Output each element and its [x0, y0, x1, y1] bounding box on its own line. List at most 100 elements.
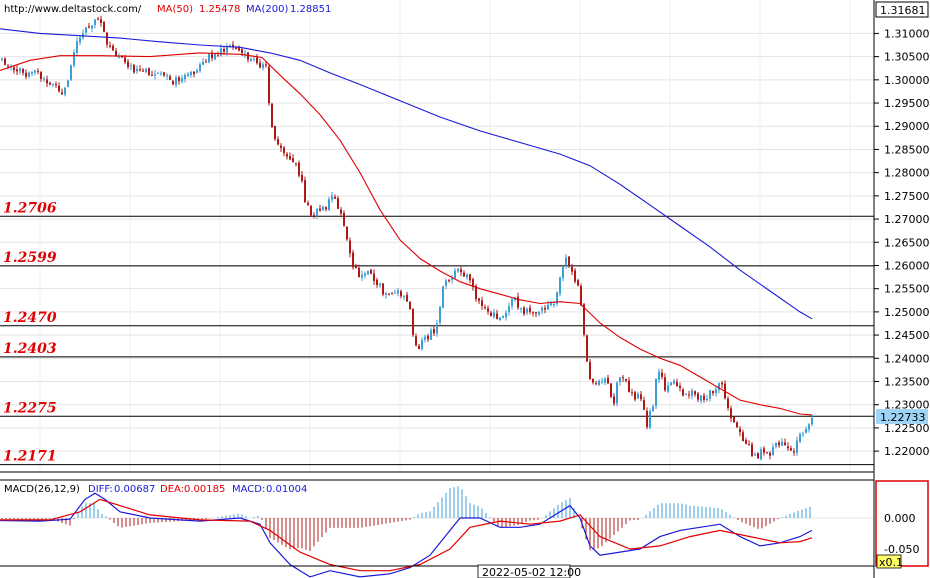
candle-up — [709, 390, 711, 399]
candle-down — [301, 174, 303, 181]
candle-up — [466, 274, 468, 278]
price-axis[interactable]: 1.31000 1.30500 1.30000 1.29500 1.29000 1.285… — [874, 27, 930, 458]
candle-up — [73, 52, 75, 66]
candle-down — [448, 280, 450, 282]
candle-down — [751, 444, 753, 457]
candle-up — [601, 381, 603, 383]
candle-down — [745, 439, 747, 444]
candle-up — [655, 379, 657, 407]
price-tick-label: 1.29500 — [884, 97, 930, 110]
candle-down — [409, 301, 411, 309]
candle-up — [79, 37, 81, 43]
candle-down — [571, 266, 573, 272]
candle-down — [370, 269, 372, 274]
candle-down — [49, 82, 51, 85]
candle-up — [67, 80, 69, 87]
candle-up — [136, 68, 138, 72]
candle-up — [43, 78, 45, 80]
ma200-line — [0, 28, 813, 320]
ma200-value: 1.28851 — [290, 4, 331, 15]
candle-up — [499, 317, 501, 321]
ma200-label: MA(200) — [246, 4, 288, 15]
candle-down — [139, 69, 141, 71]
candle-up — [637, 393, 639, 399]
candle-up — [445, 280, 447, 286]
source-url[interactable]: http://www.deltastock.com/ — [4, 4, 142, 15]
candle-up — [547, 304, 549, 310]
candle-down — [97, 18, 99, 20]
candle-down — [607, 377, 609, 384]
candle-down — [22, 68, 24, 73]
candle-down — [103, 21, 105, 32]
candle-down — [613, 396, 615, 404]
candle-up — [331, 195, 333, 200]
candle-down — [460, 269, 462, 273]
candle-up — [190, 72, 192, 75]
candle-up — [772, 447, 774, 456]
candle-down — [352, 252, 354, 268]
candle-down — [232, 44, 234, 47]
candle-up — [154, 74, 156, 76]
candle-up — [805, 429, 807, 433]
candle-down — [148, 68, 150, 76]
macd-scale-box — [876, 554, 902, 569]
candle-down — [40, 72, 42, 79]
candle-up — [754, 454, 756, 456]
macd-diff-label: DIFF: — [88, 484, 113, 495]
candle-up — [619, 377, 621, 383]
price-tick-label: 1.31000 — [884, 27, 930, 40]
candle-down — [757, 453, 759, 459]
candle-down — [784, 442, 786, 446]
candle-down — [517, 296, 519, 308]
candle-up — [559, 277, 561, 294]
candle-down — [463, 272, 465, 277]
candle-down — [574, 270, 576, 282]
candle-down — [790, 448, 792, 451]
candle-up — [802, 433, 804, 435]
candle-down — [646, 410, 648, 427]
candle-down — [238, 47, 240, 51]
candle-down — [682, 389, 684, 396]
candle-down — [277, 139, 279, 145]
candle-down — [355, 266, 357, 269]
price-tick-label: 1.28500 — [884, 143, 930, 156]
candle-down — [415, 336, 417, 346]
candle-up — [673, 380, 675, 384]
candle-up — [718, 383, 720, 390]
candle-down — [595, 383, 597, 385]
candle-down — [106, 32, 108, 45]
candle-down — [100, 19, 102, 23]
candle-up — [253, 58, 255, 60]
candle-down — [121, 56, 123, 58]
candle-down — [340, 209, 342, 214]
candle-up — [118, 56, 120, 58]
candle-down — [109, 45, 111, 47]
candle-up — [652, 406, 654, 412]
candle-up — [130, 65, 132, 67]
price-tick-label: 1.30500 — [884, 51, 930, 64]
candle-up — [775, 442, 777, 447]
candle-down — [586, 335, 588, 362]
candle-down — [592, 378, 594, 383]
candle-down — [400, 291, 402, 297]
candle-down — [577, 280, 579, 286]
ma50-value: 1.25478 — [199, 4, 240, 15]
candle-up — [328, 199, 330, 210]
candle-down — [178, 77, 180, 82]
candle-down — [418, 345, 420, 349]
candle-up — [157, 73, 159, 75]
candle-down — [703, 395, 705, 400]
candle-down — [628, 380, 630, 392]
candle-up — [181, 78, 183, 82]
candle-down — [88, 26, 90, 28]
price-tick-label: 1.29000 — [884, 120, 930, 133]
candle-down — [112, 45, 114, 51]
candle-down — [484, 307, 486, 309]
candle-down — [223, 48, 225, 52]
candle-down — [298, 162, 300, 176]
time-label-box — [477, 564, 571, 578]
candle-up — [454, 270, 456, 279]
candle-down — [376, 279, 378, 285]
